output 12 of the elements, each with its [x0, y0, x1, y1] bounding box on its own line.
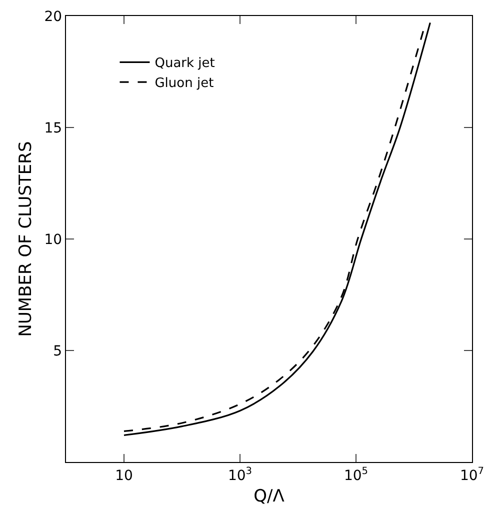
- y-axis-title: NUMBER OF CLUSTERS: [16, 141, 36, 337]
- y-tick-label: 15: [44, 120, 62, 136]
- x-tick-label: 10$^{3}$: [228, 466, 252, 484]
- legend-label: Gluon jet: [154, 76, 214, 92]
- y-tick-label: 5: [53, 343, 62, 360]
- x-tick-label: 10$^{5}$: [344, 466, 368, 484]
- legend-label: Quark jet: [154, 56, 215, 72]
- x-tick-label: 10: [115, 468, 133, 484]
- y-tick-label: 10: [44, 232, 62, 248]
- x-axis-title: Q/Λ: [254, 486, 285, 506]
- x-tick-label: 10$^{7}$: [460, 466, 484, 484]
- y-tick-label: 20: [44, 8, 62, 25]
